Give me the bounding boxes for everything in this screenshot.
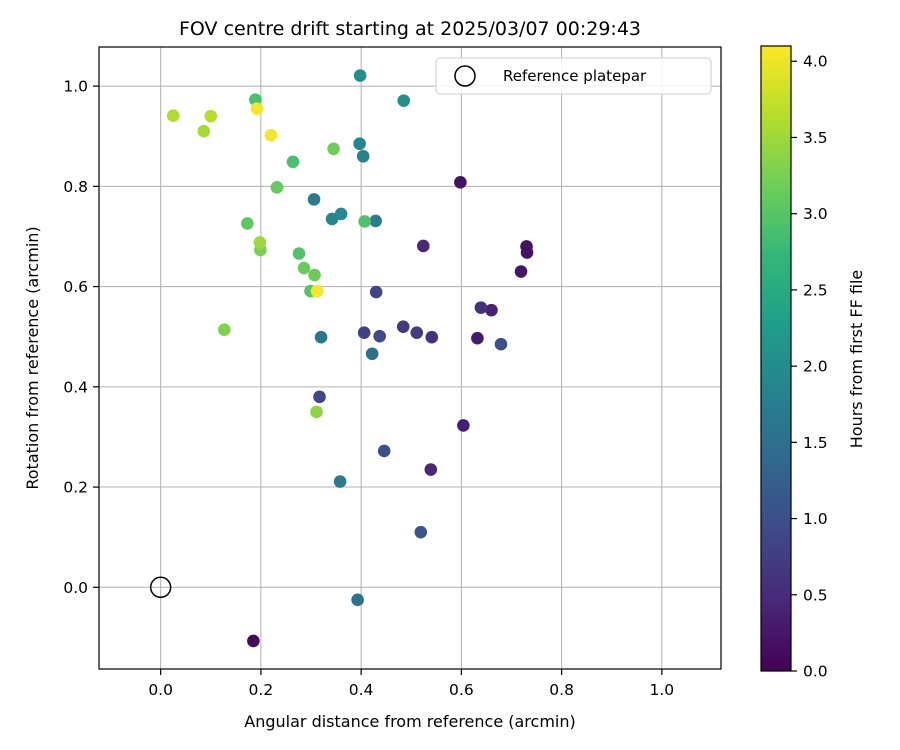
y-tick-label: 0.2 xyxy=(63,479,88,497)
data-point xyxy=(514,265,528,278)
data-point xyxy=(297,261,311,275)
data-point xyxy=(204,109,218,123)
data-point xyxy=(396,320,410,333)
data-point xyxy=(377,444,391,458)
colorbar-tick-label: 4.0 xyxy=(803,53,828,71)
data-point xyxy=(327,142,340,156)
data-point xyxy=(247,634,260,648)
x-tick-label: 0.0 xyxy=(148,681,173,699)
legend-entry-reference: Reference platepar xyxy=(503,67,647,85)
x-tick-label: 0.8 xyxy=(549,681,574,699)
data-point xyxy=(218,323,231,336)
y-tick-label: 1.0 xyxy=(63,78,88,96)
legend: Reference platepar xyxy=(435,57,712,95)
data-point xyxy=(369,285,383,299)
data-point xyxy=(264,128,278,142)
data-point xyxy=(353,69,367,82)
data-point xyxy=(308,268,321,282)
y-tick-label: 0.4 xyxy=(63,378,88,396)
data-point xyxy=(485,303,498,317)
data-point xyxy=(357,326,371,339)
data-point xyxy=(197,124,211,138)
plot-frame xyxy=(98,46,722,670)
data-point xyxy=(314,330,328,344)
x-tick-label: 0.4 xyxy=(349,681,374,699)
data-point xyxy=(358,215,371,228)
data-point xyxy=(454,176,467,189)
y-tick-label: 0.8 xyxy=(63,178,88,196)
data-point xyxy=(369,214,382,228)
data-point xyxy=(333,475,347,488)
data-point xyxy=(410,326,424,339)
colorbar-tick-label: 0.0 xyxy=(803,663,828,681)
data-point xyxy=(397,94,411,107)
colorbar-tick-label: 1.0 xyxy=(803,510,828,528)
data-point xyxy=(414,525,428,539)
data-point xyxy=(313,390,326,404)
data-point xyxy=(166,109,180,122)
colorbar-tick-label: 1.5 xyxy=(803,434,828,452)
data-point xyxy=(310,284,324,298)
legend-marker xyxy=(454,65,476,87)
data-points xyxy=(166,69,534,648)
data-point xyxy=(457,419,470,432)
data-point xyxy=(351,593,364,607)
data-point xyxy=(494,337,508,351)
y-axis-ticks: 0.0 0.2 0.4 0.6 0.8 1.0 xyxy=(63,78,99,597)
y-tick-label: 0.0 xyxy=(63,579,88,597)
legend-box xyxy=(435,57,712,95)
x-axis-ticks: 0.0 0.2 0.4 0.6 0.8 1.0 xyxy=(148,669,674,699)
x-tick-label: 1.0 xyxy=(650,681,675,699)
colorbar-label: Hours from first FF file xyxy=(847,270,866,449)
chart-title: FOV centre drift starting at 2025/03/07 … xyxy=(179,18,641,40)
data-point xyxy=(250,102,264,115)
colorbar: 0.0 0.5 1.0 1.5 2.0 2.5 3.0 3.5 4.0 Hours from f… xyxy=(760,45,866,681)
data-point xyxy=(253,236,267,249)
y-axis-label: Rotation from reference (arcmin) xyxy=(23,226,42,489)
data-point xyxy=(474,301,488,314)
data-point xyxy=(241,217,254,230)
colorbar-tick-label: 2.5 xyxy=(803,281,828,299)
data-point xyxy=(425,330,439,344)
data-point xyxy=(292,247,306,260)
data-point xyxy=(416,239,430,253)
data-point xyxy=(373,329,386,343)
x-tick-label: 0.6 xyxy=(449,681,474,699)
x-axis-label: Angular distance from reference (arcmin) xyxy=(244,712,575,731)
data-point xyxy=(356,149,370,163)
data-point xyxy=(270,181,284,194)
data-point xyxy=(334,207,348,221)
y-tick-label: 0.6 xyxy=(63,278,88,296)
colorbar-ticks: 0.0 0.5 1.0 1.5 2.0 2.5 3.0 3.5 4.0 xyxy=(791,53,828,681)
data-point xyxy=(307,193,321,206)
data-point xyxy=(310,405,323,419)
x-tick-label: 0.2 xyxy=(249,681,274,699)
grid-lines xyxy=(99,47,721,669)
colorbar-bar xyxy=(760,45,792,672)
data-point xyxy=(353,137,366,151)
data-point xyxy=(424,463,438,476)
data-point xyxy=(471,331,484,345)
colorbar-tick-label: 3.0 xyxy=(803,205,828,223)
colorbar-tick-label: 0.5 xyxy=(803,586,828,604)
data-point xyxy=(286,155,300,169)
colorbar-tick-label: 2.0 xyxy=(803,358,828,376)
data-point xyxy=(520,246,534,259)
reference-marker xyxy=(149,576,172,599)
colorbar-tick-label: 3.5 xyxy=(803,129,828,147)
data-point xyxy=(365,347,379,361)
